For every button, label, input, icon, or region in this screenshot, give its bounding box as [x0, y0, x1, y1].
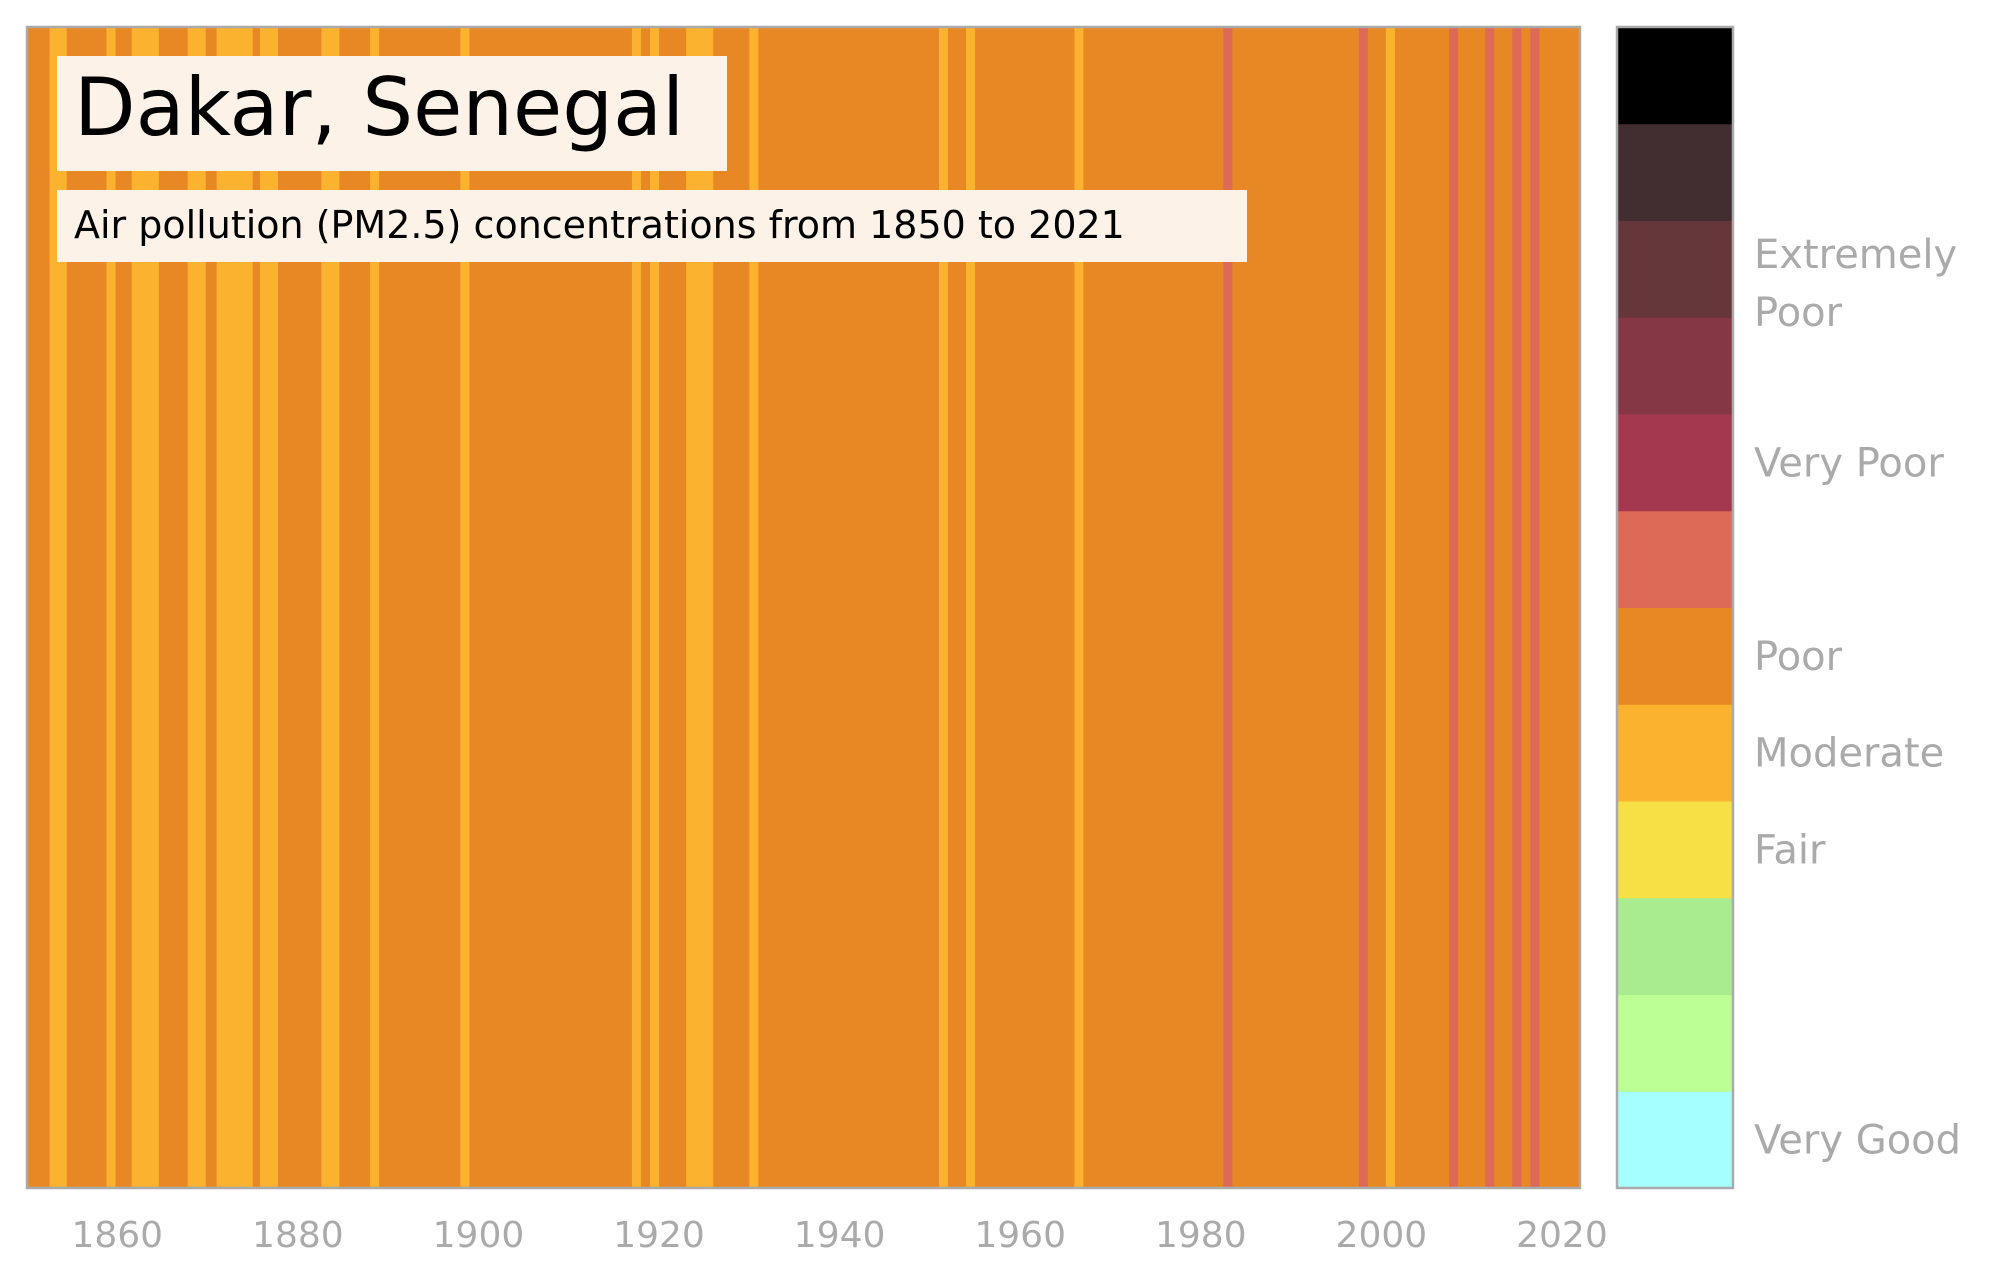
- legend-label: Very Poor: [1754, 440, 1944, 486]
- colorbar-swatch: [1617, 607, 1733, 705]
- year-stripe: [106, 27, 116, 1188]
- colorbar-swatch: [1617, 510, 1733, 608]
- year-stripe: [1385, 27, 1395, 1188]
- colorbar-swatch: [1617, 994, 1733, 1092]
- colorbar-frame: [1615, 25, 1735, 1190]
- legend-label: Poor: [1754, 634, 1843, 680]
- x-tick-label: 1940: [794, 1215, 886, 1256]
- subtitle-background: [57, 190, 1247, 262]
- colorbar-legend: Very Good Fair Moderate Poor Very Poor Extrem…: [1615, 25, 1961, 1190]
- chart-title: Dakar, Senegal: [74, 61, 684, 154]
- year-stripe: [1223, 27, 1233, 1188]
- x-tick-label: 1880: [252, 1215, 344, 1256]
- year-stripe: [650, 27, 660, 1188]
- x-tick-label: 1960: [974, 1215, 1066, 1256]
- colorbar-swatch: [1617, 414, 1733, 512]
- x-tick-label: 1860: [71, 1215, 163, 1256]
- colorbar-swatch: [1617, 123, 1733, 221]
- x-tick-label: 2020: [1516, 1215, 1608, 1256]
- year-stripe: [460, 27, 470, 1188]
- year-stripe: [631, 27, 641, 1188]
- legend-label: Moderate: [1754, 731, 1944, 777]
- year-stripe: [1530, 27, 1540, 1188]
- colorbar-swatch: [1617, 27, 1733, 125]
- plot-frame: [25, 25, 1582, 1190]
- colorbar-swatch: [1617, 317, 1733, 415]
- x-tick-label: 1900: [433, 1215, 525, 1256]
- year-stripe: [321, 27, 340, 1188]
- year-stripe: [259, 27, 279, 1188]
- legend-label: Very Good: [1754, 1118, 1961, 1164]
- year-stripe: [49, 27, 67, 1188]
- year-stripe: [1485, 27, 1495, 1188]
- year-stripe: [1449, 27, 1459, 1188]
- chart-subtitle: Air pollution (PM2.5) concentrations fro…: [74, 203, 1125, 247]
- x-tick-label: 1920: [613, 1215, 705, 1256]
- year-stripe: [749, 27, 759, 1188]
- legend-label: Fair: [1754, 827, 1826, 873]
- year-stripe: [1358, 27, 1368, 1188]
- colorbar-swatch: [1617, 220, 1733, 318]
- year-stripe: [1074, 27, 1084, 1188]
- year-stripe: [370, 27, 380, 1188]
- x-tick-label: 1980: [1155, 1215, 1247, 1256]
- year-stripe: [938, 27, 948, 1188]
- year-stripe: [187, 27, 206, 1188]
- x-tick-label: 2000: [1336, 1215, 1428, 1256]
- colorbar-swatch: [1617, 1091, 1733, 1189]
- year-stripe: [1512, 27, 1522, 1188]
- title-background: [57, 56, 727, 171]
- colorbar-swatch: [1617, 897, 1733, 995]
- title-block: Dakar, Senegal Air pollution (PM2.5) con…: [57, 56, 1247, 262]
- colorbar-swatch: [1617, 801, 1733, 899]
- x-axis: 1860 1880 1900 1920 1940 1960 1980 2000 2020: [71, 1215, 1607, 1256]
- colorbar-swatch: [1617, 704, 1733, 802]
- year-stripe: [966, 27, 976, 1188]
- legend-label: Extremely Poor: [1754, 232, 1957, 336]
